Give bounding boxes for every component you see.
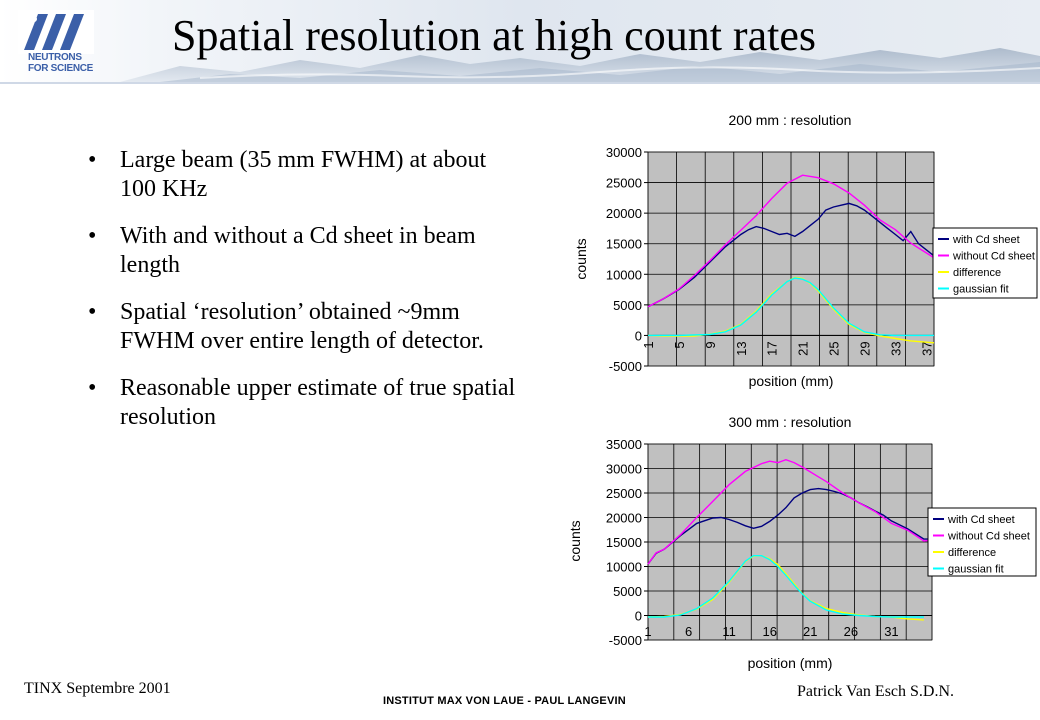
bullet-text: Reasonable upper estimate of true spatia…	[120, 375, 516, 430]
x-tick-label: 33	[888, 341, 903, 355]
x-tick-label: 9	[703, 341, 718, 348]
footer-author: Patrick Van Esch S.D.N.	[797, 683, 955, 700]
bullet-text: Large beam (35 mm FWHM) at about 100 KHz	[120, 147, 487, 202]
bullet-item: • Large beam (35 mm FWHM) at about 100 KH…	[88, 146, 518, 204]
series-line	[647, 174, 935, 308]
chart-300mm: -5000 0 5000 10000 15000 20000 25000 30000 35000…	[567, 414, 1037, 671]
y-tick-label: 25000	[606, 486, 642, 501]
x-tick-label: 17	[765, 341, 780, 355]
y-tick-label: 15000	[606, 237, 642, 252]
bullet-dot: •	[88, 223, 97, 249]
chart-title: 300 mm : resolution	[729, 414, 852, 430]
legend-label: without Cd sheet	[947, 531, 1030, 543]
y-tick-label: 25000	[606, 176, 642, 191]
ill-logo	[18, 10, 98, 80]
bullet-text: Spatial ‘resolution’ obtained ~9mm FWHM …	[120, 299, 484, 354]
x-tick-label: 5	[672, 341, 687, 348]
legend-label: gaussian fit	[953, 284, 1009, 296]
x-tick-label: 31	[884, 624, 898, 639]
logo-text: NEUTRONS FOR SCIENCE	[28, 52, 93, 74]
bullet-item: • With and without a Cd sheet in beam len…	[88, 222, 518, 280]
bullet-dot: •	[88, 147, 97, 173]
x-tick-label: 11	[722, 624, 736, 639]
y-tick-label: 15000	[606, 535, 642, 550]
series-line	[647, 458, 933, 565]
x-tick-label: 26	[844, 624, 858, 639]
x-tick-label: 6	[685, 624, 692, 639]
x-tick-label: 21	[803, 624, 817, 639]
x-tick-label: 37	[919, 341, 934, 355]
x-tick-label: 1	[644, 624, 651, 639]
y-axis-label: counts	[573, 238, 589, 279]
y-tick-label: 20000	[606, 206, 642, 221]
chart-200mm: -5000 0 5000 10000 15000 20000 25000 30000 1 5 9 13…	[573, 112, 1038, 389]
y-tick-label: 0	[635, 328, 642, 343]
bullet-dot: •	[88, 299, 97, 325]
x-tick-label: 16	[762, 624, 776, 639]
y-tick-label: -5000	[609, 633, 642, 648]
legend-label: difference	[953, 267, 1001, 279]
footer-institute: INSTITUT MAX VON LAUE - PAUL LANGEVIN	[383, 695, 626, 707]
logo-text-line1: NEUTRONS	[28, 52, 82, 63]
legend-label: gaussian fit	[948, 564, 1004, 576]
legend-label: with Cd sheet	[947, 514, 1015, 526]
y-tick-label: 20000	[606, 511, 642, 526]
slide-title: Spatial resolution at high count rates	[172, 11, 816, 60]
footer-date: TINX Septembre 2001	[24, 680, 171, 697]
y-tick-label: 5000	[613, 298, 642, 313]
x-tick-label: 25	[827, 341, 842, 355]
chart-title: 200 mm : resolution	[729, 112, 852, 128]
y-tick-label: 10000	[606, 267, 642, 282]
x-tick-label: 13	[734, 341, 749, 355]
header-background	[0, 0, 1040, 82]
bullet-dot: •	[88, 375, 97, 401]
ill-logo-mark	[18, 10, 94, 54]
legend-label: without Cd sheet	[952, 251, 1035, 263]
y-tick-label: 30000	[606, 462, 642, 477]
x-tick-label: 1	[641, 341, 656, 348]
legend-label: with Cd sheet	[952, 234, 1020, 246]
y-tick-label: -5000	[609, 359, 642, 374]
legend-box	[932, 227, 1038, 299]
y-tick-label: 0	[635, 609, 642, 624]
x-axis-label: position (mm)	[749, 373, 834, 389]
x-tick-label: 29	[857, 341, 872, 355]
bullet-item: • Spatial ‘resolution’ obtained ~9mm FWHM…	[88, 298, 518, 356]
bullet-item: • Reasonable upper estimate of true spati…	[88, 374, 518, 432]
logo-text-line2: FOR SCIENCE	[28, 63, 94, 74]
y-tick-label: 5000	[613, 584, 642, 599]
bullet-list: • Large beam (35 mm FWHM) at about 100 KH…	[88, 146, 518, 450]
x-axis-label: position (mm)	[748, 655, 833, 671]
bullet-text: With and without a Cd sheet in beam leng…	[120, 223, 476, 278]
header: NEUTRONS FOR SCIENCE Spatial resolution …	[0, 0, 1040, 82]
x-tick-label: 21	[796, 341, 811, 355]
header-divider	[0, 82, 1040, 84]
series-line	[648, 554, 924, 618]
y-tick-label: 35000	[606, 437, 642, 452]
series-line	[647, 202, 935, 308]
legend-box	[927, 507, 1037, 577]
y-axis-label: counts	[567, 520, 583, 561]
y-tick-label: 10000	[606, 560, 642, 575]
y-tick-label: 30000	[606, 145, 642, 160]
legend-label: difference	[948, 547, 996, 559]
series-line	[648, 277, 934, 337]
